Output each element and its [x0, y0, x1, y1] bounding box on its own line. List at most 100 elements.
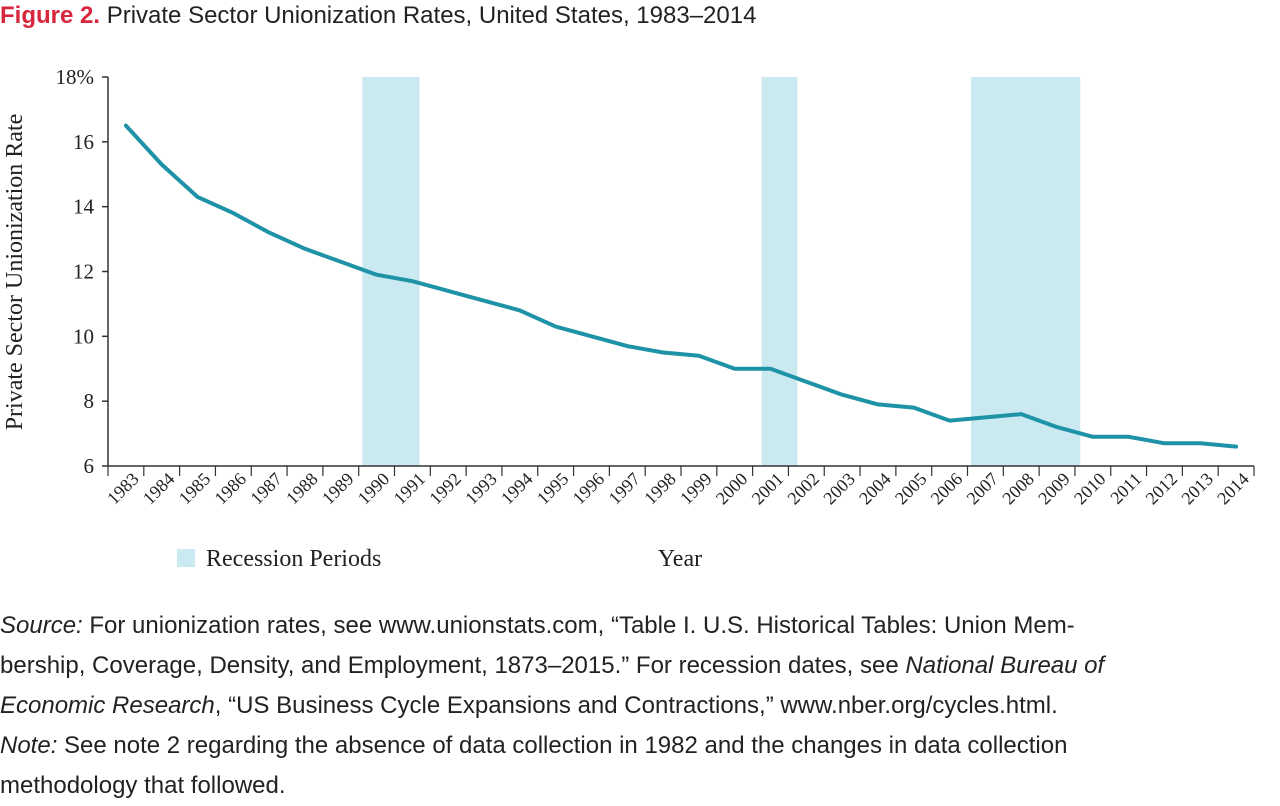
line-chart: Private Sector Unionization Rate 6 8 10 12 1…	[2, 65, 1255, 572]
data-point	[589, 334, 593, 338]
x-tick-label: 1999	[676, 469, 716, 509]
x-tick-label: 1998	[640, 469, 680, 509]
data-point	[1162, 441, 1166, 445]
data-point	[1234, 445, 1238, 449]
y-tick-label: 6	[84, 454, 95, 478]
source-text-3: , “US Business Cycle Expansions and Cont…	[214, 692, 1058, 719]
x-tick-label: 2006	[927, 469, 967, 509]
recession-band	[971, 77, 1081, 466]
legend-swatch	[177, 549, 195, 567]
x-tick-label: 1997	[604, 469, 644, 509]
x-tick-label: 1990	[354, 469, 394, 509]
x-tick-label: 2012	[1142, 469, 1182, 509]
x-tick-label: 1985	[175, 469, 215, 509]
source-line-2: bership, Coverage, Density, and Employme…	[0, 646, 1280, 686]
data-point	[1127, 435, 1131, 439]
data-point	[697, 354, 701, 358]
y-tick-label: 8	[84, 389, 95, 413]
y-tick-label: 16	[73, 130, 94, 154]
x-tick-label: 2001	[748, 469, 788, 509]
data-point	[769, 367, 773, 371]
x-tick-label: 1994	[497, 469, 537, 509]
x-tick-label: 2008	[998, 469, 1038, 509]
x-tick-label: 2002	[783, 469, 823, 509]
x-tick-label: 1987	[246, 469, 286, 509]
data-point	[625, 344, 629, 348]
x-tick-label: 1993	[461, 469, 501, 509]
source-label: Source:	[0, 612, 83, 639]
legend-label: Recession Periods	[206, 546, 381, 572]
data-point	[518, 308, 522, 312]
data-point	[661, 351, 665, 355]
data-point	[1019, 412, 1023, 416]
data-point	[554, 325, 558, 329]
note-line-1: Note: See note 2 regarding the absence o…	[0, 726, 1280, 766]
data-point	[948, 419, 952, 423]
x-tick-label: 1989	[318, 469, 358, 509]
data-point	[339, 260, 343, 264]
x-tick-label: 2009	[1034, 469, 1074, 509]
recession-bands	[362, 77, 1081, 466]
data-point	[1055, 425, 1059, 429]
recession-band	[761, 77, 798, 466]
y-tick-label: 10	[73, 324, 94, 348]
y-tick-label: 12	[73, 260, 94, 284]
x-tick-label: 2004	[855, 469, 895, 509]
x-tick-label: 1984	[139, 469, 179, 509]
data-point	[196, 195, 200, 199]
x-tick-label: 2007	[963, 469, 1003, 509]
x-tick-label: 1991	[390, 469, 430, 509]
data-point	[267, 231, 271, 235]
x-tick-label: 1988	[282, 469, 322, 509]
y-tick-label: 14	[73, 195, 95, 219]
data-point	[375, 273, 379, 277]
x-tick-label: 2000	[712, 469, 752, 509]
data-point	[840, 393, 844, 397]
data-series	[123, 123, 1239, 449]
data-point	[446, 289, 450, 293]
data-point	[1198, 441, 1202, 445]
data-point	[733, 367, 737, 371]
x-tick-label: 1996	[569, 469, 609, 509]
series-line	[123, 123, 1239, 449]
x-tick-label: 1986	[210, 469, 250, 509]
data-point	[804, 380, 808, 384]
figure-title: Figure 2. Private Sector Unionization Ra…	[0, 2, 756, 30]
source-text-2: bership, Coverage, Density, and Employme…	[0, 652, 906, 679]
x-tick-label: 1983	[103, 469, 143, 509]
data-point	[231, 211, 235, 215]
figure-title-text: Private Sector Unionization Rates, Unite…	[106, 2, 757, 29]
x-tick-label: 2010	[1070, 469, 1110, 509]
data-point	[482, 299, 486, 303]
note-text-1: See note 2 regarding the absence of data…	[57, 732, 1068, 759]
figure-notes: Source: For unionization rates, see www.…	[0, 606, 1280, 806]
figure-number: Figure 2.	[0, 2, 101, 29]
data-point	[912, 406, 916, 410]
x-tick-label: 2014	[1213, 469, 1253, 509]
x-tick-label: 2003	[819, 469, 859, 509]
data-point	[410, 279, 414, 283]
data-point	[124, 124, 128, 128]
y-axis-label: Private Sector Unionization Rate	[2, 114, 28, 431]
note-text-2: methodology that followed.	[0, 772, 286, 799]
legend: Recession Periods	[177, 546, 381, 572]
source-line-3: Economic Research, “US Business Cycle Ex…	[0, 686, 1280, 726]
data-point	[1091, 435, 1095, 439]
data-point	[876, 402, 880, 406]
data-point	[303, 247, 307, 251]
note-line-2: methodology that followed.	[0, 766, 1280, 806]
x-tick-label: 1995	[533, 469, 573, 509]
nber-name-1: National Bureau of	[905, 652, 1105, 679]
data-point	[983, 415, 987, 419]
y-tick-label: 18%	[56, 65, 95, 89]
source-text-1: For unionization rates, see www.unionsta…	[82, 612, 1075, 639]
x-axis-label: Year	[658, 546, 702, 572]
data-point	[160, 163, 164, 167]
x-tick-label: 1992	[425, 469, 465, 509]
nber-name-2: Economic Research	[0, 692, 215, 719]
source-line-1: Source: For unionization rates, see www.…	[0, 606, 1280, 646]
x-tick-label: 2011	[1106, 469, 1145, 508]
x-tick-label: 2013	[1177, 469, 1217, 509]
x-tick-label: 2005	[891, 469, 931, 509]
note-label: Note:	[0, 732, 58, 759]
